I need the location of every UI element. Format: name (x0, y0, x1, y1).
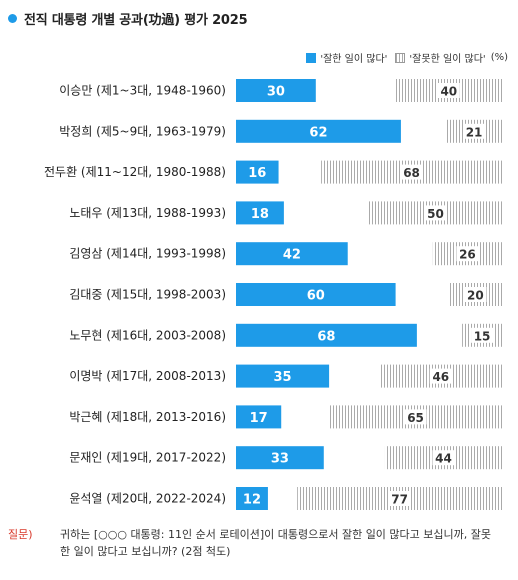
value-label-bad-9: 65 (407, 411, 424, 425)
bullet-dot-icon (8, 13, 17, 23)
bar-good-11 (236, 487, 268, 510)
legend-unit: (%) (490, 52, 508, 63)
bar-good-7 (236, 323, 417, 347)
legend: '잘한 일이 많다' '잘못한 일이 많다' (%) (306, 50, 508, 65)
bar-good-9 (236, 405, 282, 429)
bar-good-2 (236, 119, 401, 143)
bar-good-3 (236, 160, 279, 184)
value-label-bad-backing-2 (463, 123, 486, 139)
value-label-bad-4: 50 (427, 207, 444, 221)
chart-title-text: 전직 대통령 개별 공과(功過) 평가 2025 (24, 12, 248, 28)
value-label-good-5: 42 (283, 248, 301, 263)
value-label-bad-7: 15 (474, 329, 491, 343)
value-label-bad-backing-8 (429, 368, 452, 384)
bar-good-8 (236, 364, 330, 388)
value-label-bad-backing-10 (432, 450, 455, 466)
value-label-bad-backing-7 (471, 327, 494, 343)
value-label-bad-1: 40 (440, 85, 457, 99)
value-label-bad-8: 46 (432, 370, 449, 384)
value-label-good-9: 17 (250, 411, 268, 426)
value-label-bad-5: 26 (459, 248, 476, 262)
bar-chart: 이승만 (제1~3대, 1948-1960) 30 40 박정희 (제5~9대, 19… (44, 79, 502, 510)
question-label: 질문) (8, 528, 33, 541)
value-label-bad-10: 44 (435, 452, 452, 466)
value-label-bad-3: 68 (403, 166, 420, 180)
value-label-bad-11: 77 (391, 493, 408, 507)
category-label-8: 이명박 (제17대, 2008-2013) (69, 369, 226, 383)
value-label-bad-backing-11 (388, 491, 411, 506)
bar-good-10 (236, 446, 324, 470)
value-label-good-11: 12 (243, 493, 261, 508)
value-label-good-10: 33 (271, 452, 289, 467)
bar-good-4 (236, 201, 284, 225)
value-label-good-7: 68 (317, 329, 335, 344)
value-label-bad-backing-5 (456, 246, 479, 262)
category-label-9: 박근혜 (제18대, 2013-2016) (69, 410, 226, 424)
value-label-good-6: 60 (307, 289, 325, 304)
category-label-1: 이승만 (제1~3대, 1948-1960) (59, 84, 226, 98)
value-label-bad-backing-3 (400, 164, 423, 180)
category-label-5: 김영삼 (제14대, 1993-1998) (69, 247, 226, 261)
category-label-10: 문재인 (제19대, 2017-2022) (69, 451, 226, 465)
value-label-bad-backing-9 (404, 409, 427, 425)
value-label-good-8: 35 (274, 370, 292, 385)
category-label-7: 노무현 (제16대, 2003-2008) (69, 328, 226, 342)
category-label-4: 노태우 (제13대, 1988-1993) (69, 206, 226, 220)
question-text: 귀하는 [○○○ 대통령: 11인 순서 로테이션]이 대통령으로서 잘한 일이… (60, 528, 491, 558)
value-label-good-3: 16 (248, 166, 266, 181)
legend-good-label: '잘한 일이 많다' (320, 54, 388, 65)
value-label-good-4: 18 (251, 207, 269, 222)
category-label-6: 김대중 (제15대, 1998-2003) (69, 288, 226, 302)
value-label-bad-6: 20 (467, 289, 484, 303)
chart-title: 전직 대통령 개별 공과(功過) 평가 2025 (8, 8, 248, 28)
value-label-bad-backing-1 (437, 83, 460, 98)
value-label-good-1: 30 (267, 85, 285, 100)
legend-good-swatch (306, 52, 317, 63)
value-label-bad-2: 21 (466, 125, 483, 139)
bar-good-5 (236, 242, 348, 266)
category-label-11: 윤석열 (제20대, 2022-2024) (69, 492, 226, 506)
bar-good-6 (236, 283, 396, 306)
value-label-bad-backing-4 (424, 205, 447, 221)
legend-bad-label: '잘못한 일이 많다' (409, 54, 486, 65)
legend-bad-swatch (395, 52, 406, 63)
value-label-good-2: 62 (309, 125, 327, 140)
bar-good-1 (236, 79, 316, 102)
category-label-3: 전두환 (제11~12대, 1980-1988) (44, 165, 226, 179)
category-label-2: 박정희 (제5~9대, 1963-1979) (59, 124, 226, 138)
value-label-bad-backing-6 (464, 287, 487, 302)
